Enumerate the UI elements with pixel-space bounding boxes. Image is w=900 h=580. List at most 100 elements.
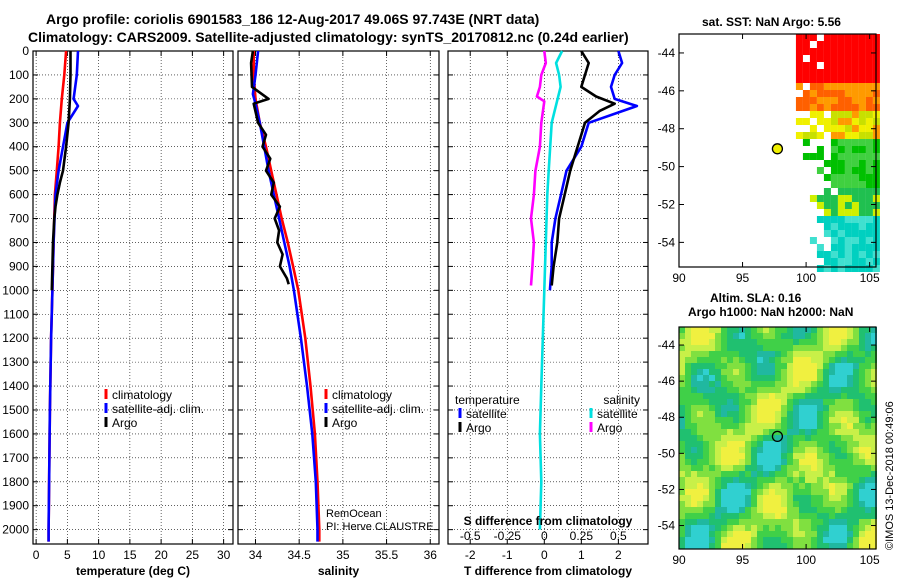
sla-cell [871, 453, 877, 459]
sla-cell [697, 531, 703, 537]
sla-cell [751, 477, 757, 483]
sla-cell [817, 447, 823, 453]
sst-cell [865, 104, 873, 111]
sla-cell [841, 375, 847, 381]
figure-title-line2: Climatology: CARS2009. Satellite-adjuste… [28, 29, 629, 45]
sla-cell [721, 447, 727, 453]
sla-cell [721, 477, 727, 483]
sla-cell [685, 333, 691, 339]
sst-cell [823, 118, 831, 125]
sla-cell [715, 345, 721, 351]
sst-cell [823, 69, 831, 76]
sla-cell [757, 369, 763, 375]
sla-cell [865, 339, 871, 345]
sst-cell [851, 41, 859, 48]
x-tick-label: 35 [336, 548, 350, 562]
sla-cell [823, 381, 829, 387]
sla-cell [799, 369, 805, 375]
sla-cell [691, 519, 697, 525]
sla-cell [847, 327, 853, 333]
sst-cell [844, 244, 852, 251]
sst-cell [823, 174, 831, 181]
sla-cell [685, 519, 691, 525]
sla-cell [787, 531, 793, 537]
sla-cell [691, 345, 697, 351]
sst-cell [851, 237, 859, 244]
sla-cell [811, 411, 817, 417]
sla-cell [679, 411, 685, 417]
sla-cell [715, 441, 721, 447]
sla-cell [847, 501, 853, 507]
sst-cell [858, 97, 866, 104]
sla-cell [871, 507, 877, 513]
sla-cell [715, 399, 721, 405]
sst-cell [809, 153, 817, 160]
sla-cell [865, 489, 871, 495]
sst-cell [802, 62, 810, 69]
sla-cell [817, 495, 823, 501]
sla-cell [865, 447, 871, 453]
sst-cell [837, 118, 845, 125]
sst-cell [865, 153, 873, 160]
sla-cell [823, 405, 829, 411]
lon-tick-label: 105 [860, 553, 880, 567]
sla-cell [817, 411, 823, 417]
top-tick-label: -0.5 [460, 529, 481, 543]
sla-cell [757, 417, 763, 423]
sst-cell [858, 181, 866, 188]
sla-cell [805, 525, 811, 531]
sla-cell [733, 417, 739, 423]
sla-cell [871, 441, 877, 447]
lat-tick-label: -44 [658, 338, 676, 352]
sst-cell [851, 76, 859, 83]
sla-cell [685, 327, 691, 333]
sla-cell [787, 489, 793, 495]
sla-cell [811, 381, 817, 387]
sla-cell [709, 429, 715, 435]
sla-cell [763, 489, 769, 495]
sst-cell [802, 97, 810, 104]
sla-cell [793, 513, 799, 519]
sla-cell [733, 501, 739, 507]
sla-cell [781, 471, 787, 477]
legend-label: Argo [112, 416, 138, 430]
sla-cell [733, 351, 739, 357]
sla-cell [829, 459, 835, 465]
sst-cell [837, 209, 845, 216]
sla-cell [703, 519, 709, 525]
sst-cell [837, 41, 845, 48]
sla-cell [805, 405, 811, 411]
sla-cell [679, 381, 685, 387]
sla-cell [841, 501, 847, 507]
sla-cell [757, 453, 763, 459]
sla-cell [823, 447, 829, 453]
sla-cell [835, 363, 841, 369]
sla-cell [769, 483, 775, 489]
sst-cell [858, 167, 866, 174]
sla-cell [733, 435, 739, 441]
sla-cell [793, 363, 799, 369]
sla-cell [805, 483, 811, 489]
sla-cell [871, 501, 877, 507]
sst-cell [816, 132, 824, 139]
sla-cell [823, 345, 829, 351]
sla-cell [733, 537, 739, 543]
sla-cell [769, 447, 775, 453]
sla-cell [685, 411, 691, 417]
sla-cell [751, 435, 757, 441]
sst-cell [816, 216, 824, 223]
sst-cell [809, 83, 817, 90]
sla-cell [739, 417, 745, 423]
sla-cell [841, 507, 847, 513]
sla-cell [697, 399, 703, 405]
sla-cell [865, 465, 871, 471]
sla-cell [865, 507, 871, 513]
sla-cell [817, 351, 823, 357]
sla-cell [823, 435, 829, 441]
sla-cell [757, 519, 763, 525]
sla-cell [769, 405, 775, 411]
sst-cell [830, 41, 838, 48]
sla-cell [733, 363, 739, 369]
sla-cell [763, 363, 769, 369]
sla-cell [817, 417, 823, 423]
